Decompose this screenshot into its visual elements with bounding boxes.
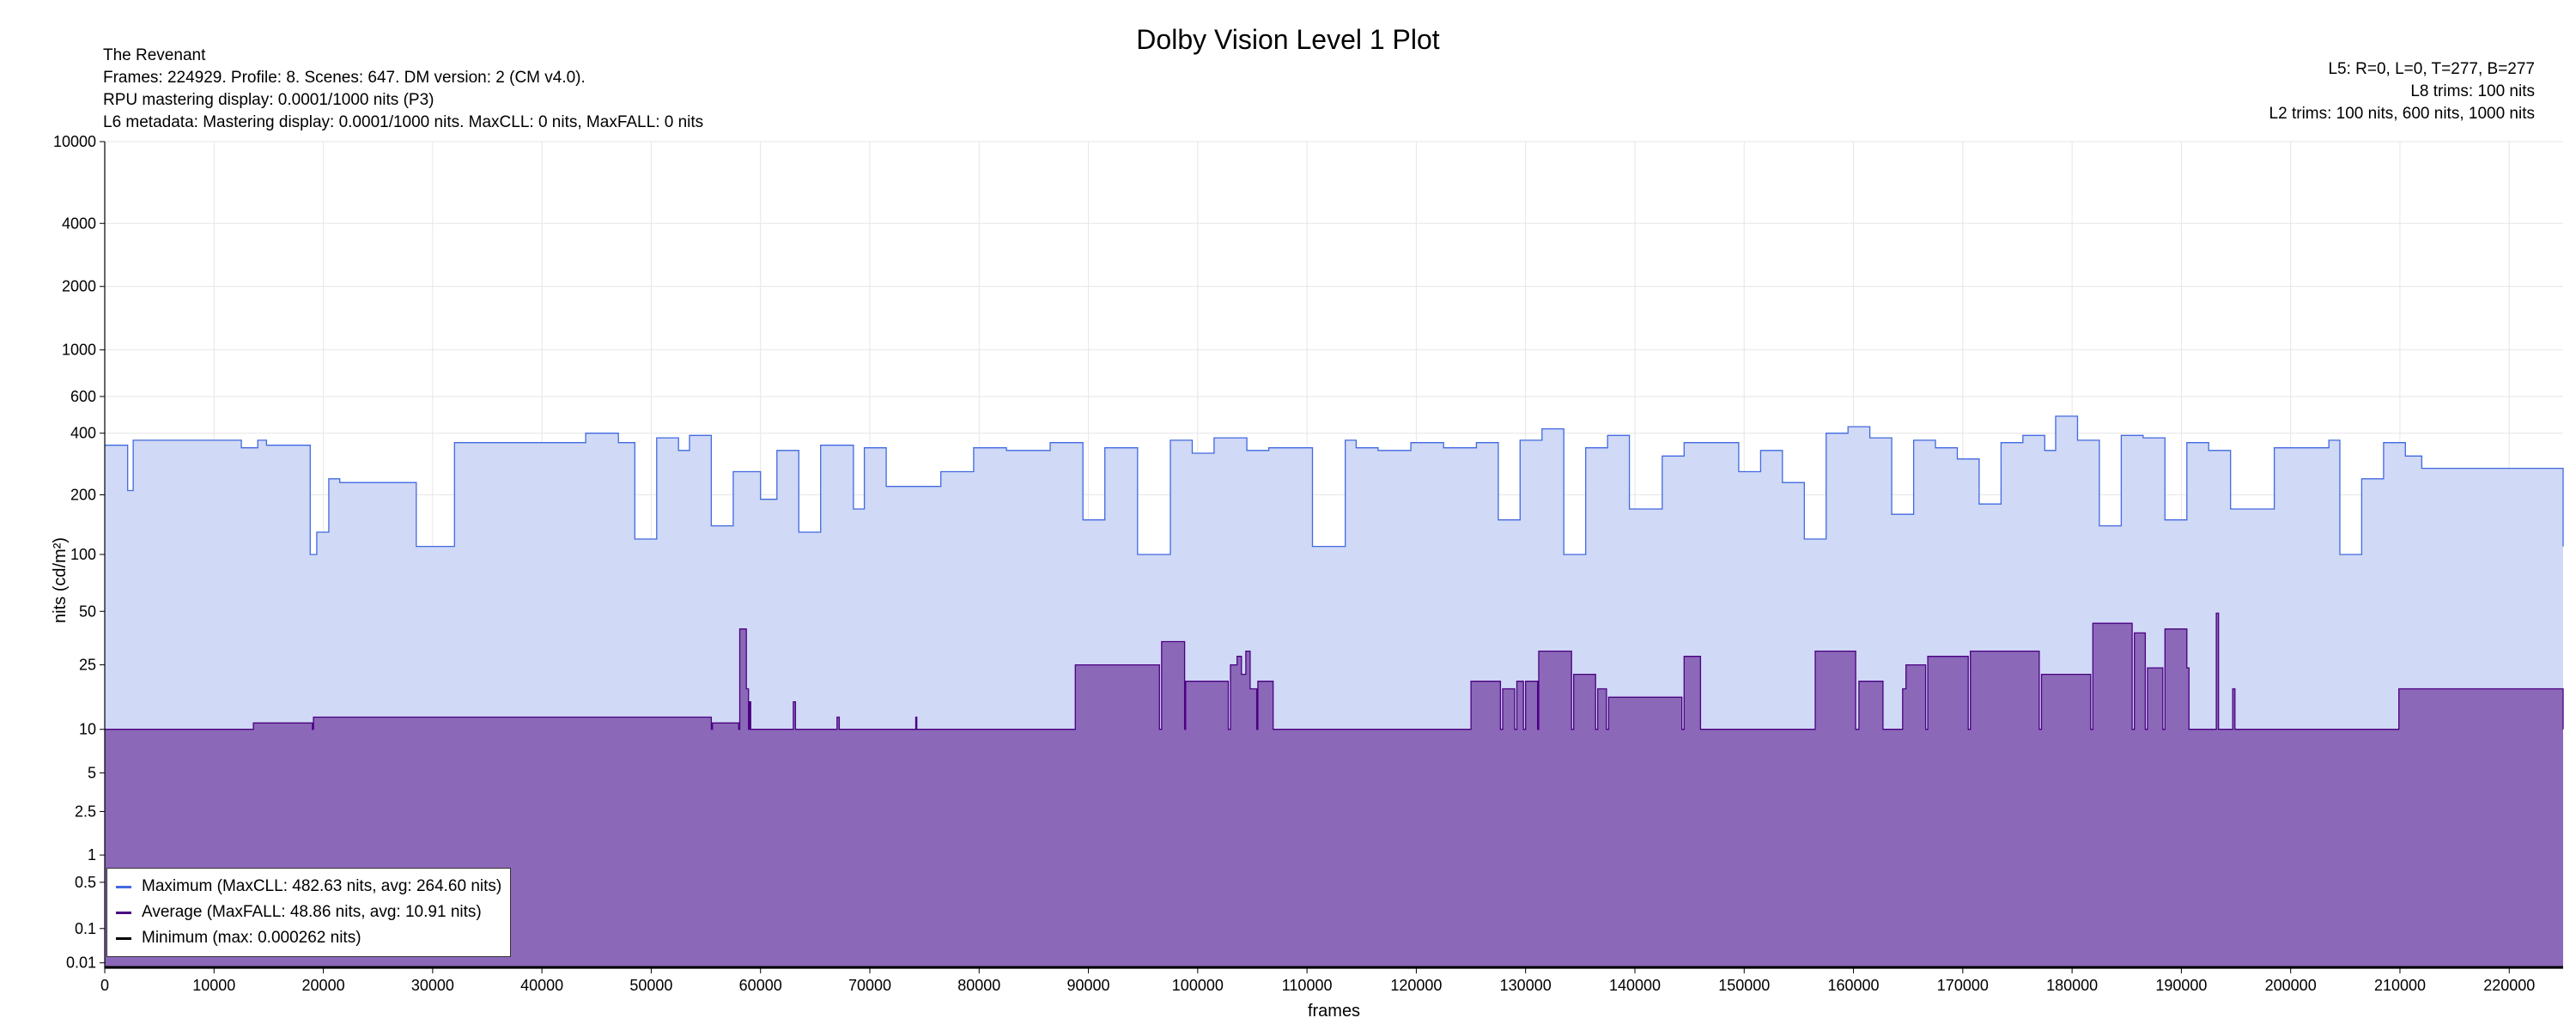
x-tick-label: 140000 [1609, 977, 1661, 994]
legend-label-maximum: Maximum (MaxCLL: 482.63 nits, avg: 264.6… [142, 877, 502, 895]
chart-title: Dolby Vision Level 1 Plot [1136, 24, 1440, 55]
l5-info: L5: R=0, L=0, T=277, B=277 [2328, 60, 2535, 78]
maximum-line [105, 415, 2564, 555]
legend-label-minimum: Minimum (max: 0.000262 nits) [142, 929, 361, 947]
l6-metadata-info: L6 metadata: Mastering display: 0.0001/1… [103, 113, 704, 131]
x-tick-label: 180000 [2046, 977, 2098, 994]
y-tick-label: 4000 [62, 215, 96, 232]
y-tick-label: 2000 [62, 278, 96, 295]
x-axis-label: frames [1308, 1002, 1360, 1021]
movie-title: The Revenant [103, 46, 206, 64]
x-tick-label: 100000 [1172, 977, 1224, 994]
y-tick-label: 1000 [62, 342, 96, 359]
legend-item-average: Average (MaxFALL: 48.86 nits, avg: 10.91… [116, 900, 501, 925]
axes-layer: 0 10000 20000 30000 40000 50000 60000 70000 8000… [53, 133, 2563, 994]
y-tick-label: 100 [70, 546, 96, 563]
average-area [105, 613, 2563, 968]
x-tick-label: 30000 [411, 977, 454, 994]
x-tick-label: 50000 [629, 977, 672, 994]
x-tick-label: 160000 [1828, 977, 1880, 994]
y-tick-label: 5 [88, 764, 96, 781]
y-tick-label: 400 [70, 425, 96, 442]
average-line [105, 612, 2564, 730]
x-tick-label: 110000 [1282, 977, 1333, 994]
legend-item-minimum: Minimum (max: 0.000262 nits) [116, 925, 501, 951]
x-tick-label: 120000 [1390, 977, 1442, 994]
y-tick-label: 0.5 [75, 874, 96, 891]
x-tick-label: 40000 [520, 977, 563, 994]
info-left-block: The Revenant Frames: 224929. Profile: 8.… [103, 45, 703, 134]
x-tick-label: 220000 [2483, 977, 2535, 994]
y-tick-label: 600 [70, 388, 96, 405]
legend-swatch-average [116, 911, 131, 914]
frames-info: Frames: 224929. Profile: 8. Scenes: 647.… [103, 69, 586, 87]
x-tick-label: 130000 [1500, 977, 1552, 994]
y-tick-label: 10000 [53, 133, 96, 150]
series-layer [105, 415, 2564, 969]
y-axis-label: nits (cd/m²) [51, 537, 70, 623]
x-tick-label: 10000 [192, 977, 235, 994]
legend-label-average: Average (MaxFALL: 48.86 nits, avg: 10.91… [142, 903, 482, 921]
x-tick-label: 170000 [1937, 977, 1989, 994]
y-tick-label: 2.5 [75, 803, 96, 820]
l8-trims-info: L8 trims: 100 nits [2410, 82, 2535, 100]
legend-item-maximum: Maximum (MaxCLL: 482.63 nits, avg: 264.6… [116, 874, 501, 900]
x-tick-label: 150000 [1718, 977, 1770, 994]
y-tick-label: 1 [88, 846, 96, 863]
x-tick-label: 210000 [2374, 977, 2426, 994]
x-tick-label: 90000 [1067, 977, 1110, 994]
l2-trims-info: L2 trims: 100 nits, 600 nits, 1000 nits [2269, 105, 2535, 123]
x-tick-label: 0 [100, 977, 109, 994]
y-tick-label: 10 [79, 721, 96, 738]
y-tick-label: 25 [79, 657, 96, 674]
x-tick-label: 190000 [2155, 977, 2207, 994]
legend: Maximum (MaxCLL: 482.63 nits, avg: 264.6… [106, 868, 512, 957]
rpu-mastering-info: RPU mastering display: 0.0001/1000 nits … [103, 91, 434, 109]
x-tick-label: 60000 [739, 977, 782, 994]
x-tick-label: 20000 [302, 977, 345, 994]
info-right-block: L5: R=0, L=0, T=277, B=277 L8 trims: 100… [2269, 58, 2535, 125]
legend-swatch-minimum [116, 936, 131, 940]
x-tick-label: 70000 [848, 977, 891, 994]
x-tick-label: 80000 [957, 977, 1000, 994]
y-tick-label: 0.01 [66, 954, 96, 972]
y-tick-label: 0.1 [75, 920, 96, 937]
y-tick-label: 200 [70, 486, 96, 503]
legend-swatch-maximum [116, 885, 131, 888]
y-tick-label: 50 [79, 603, 96, 620]
x-tick-label: 200000 [2265, 977, 2317, 994]
